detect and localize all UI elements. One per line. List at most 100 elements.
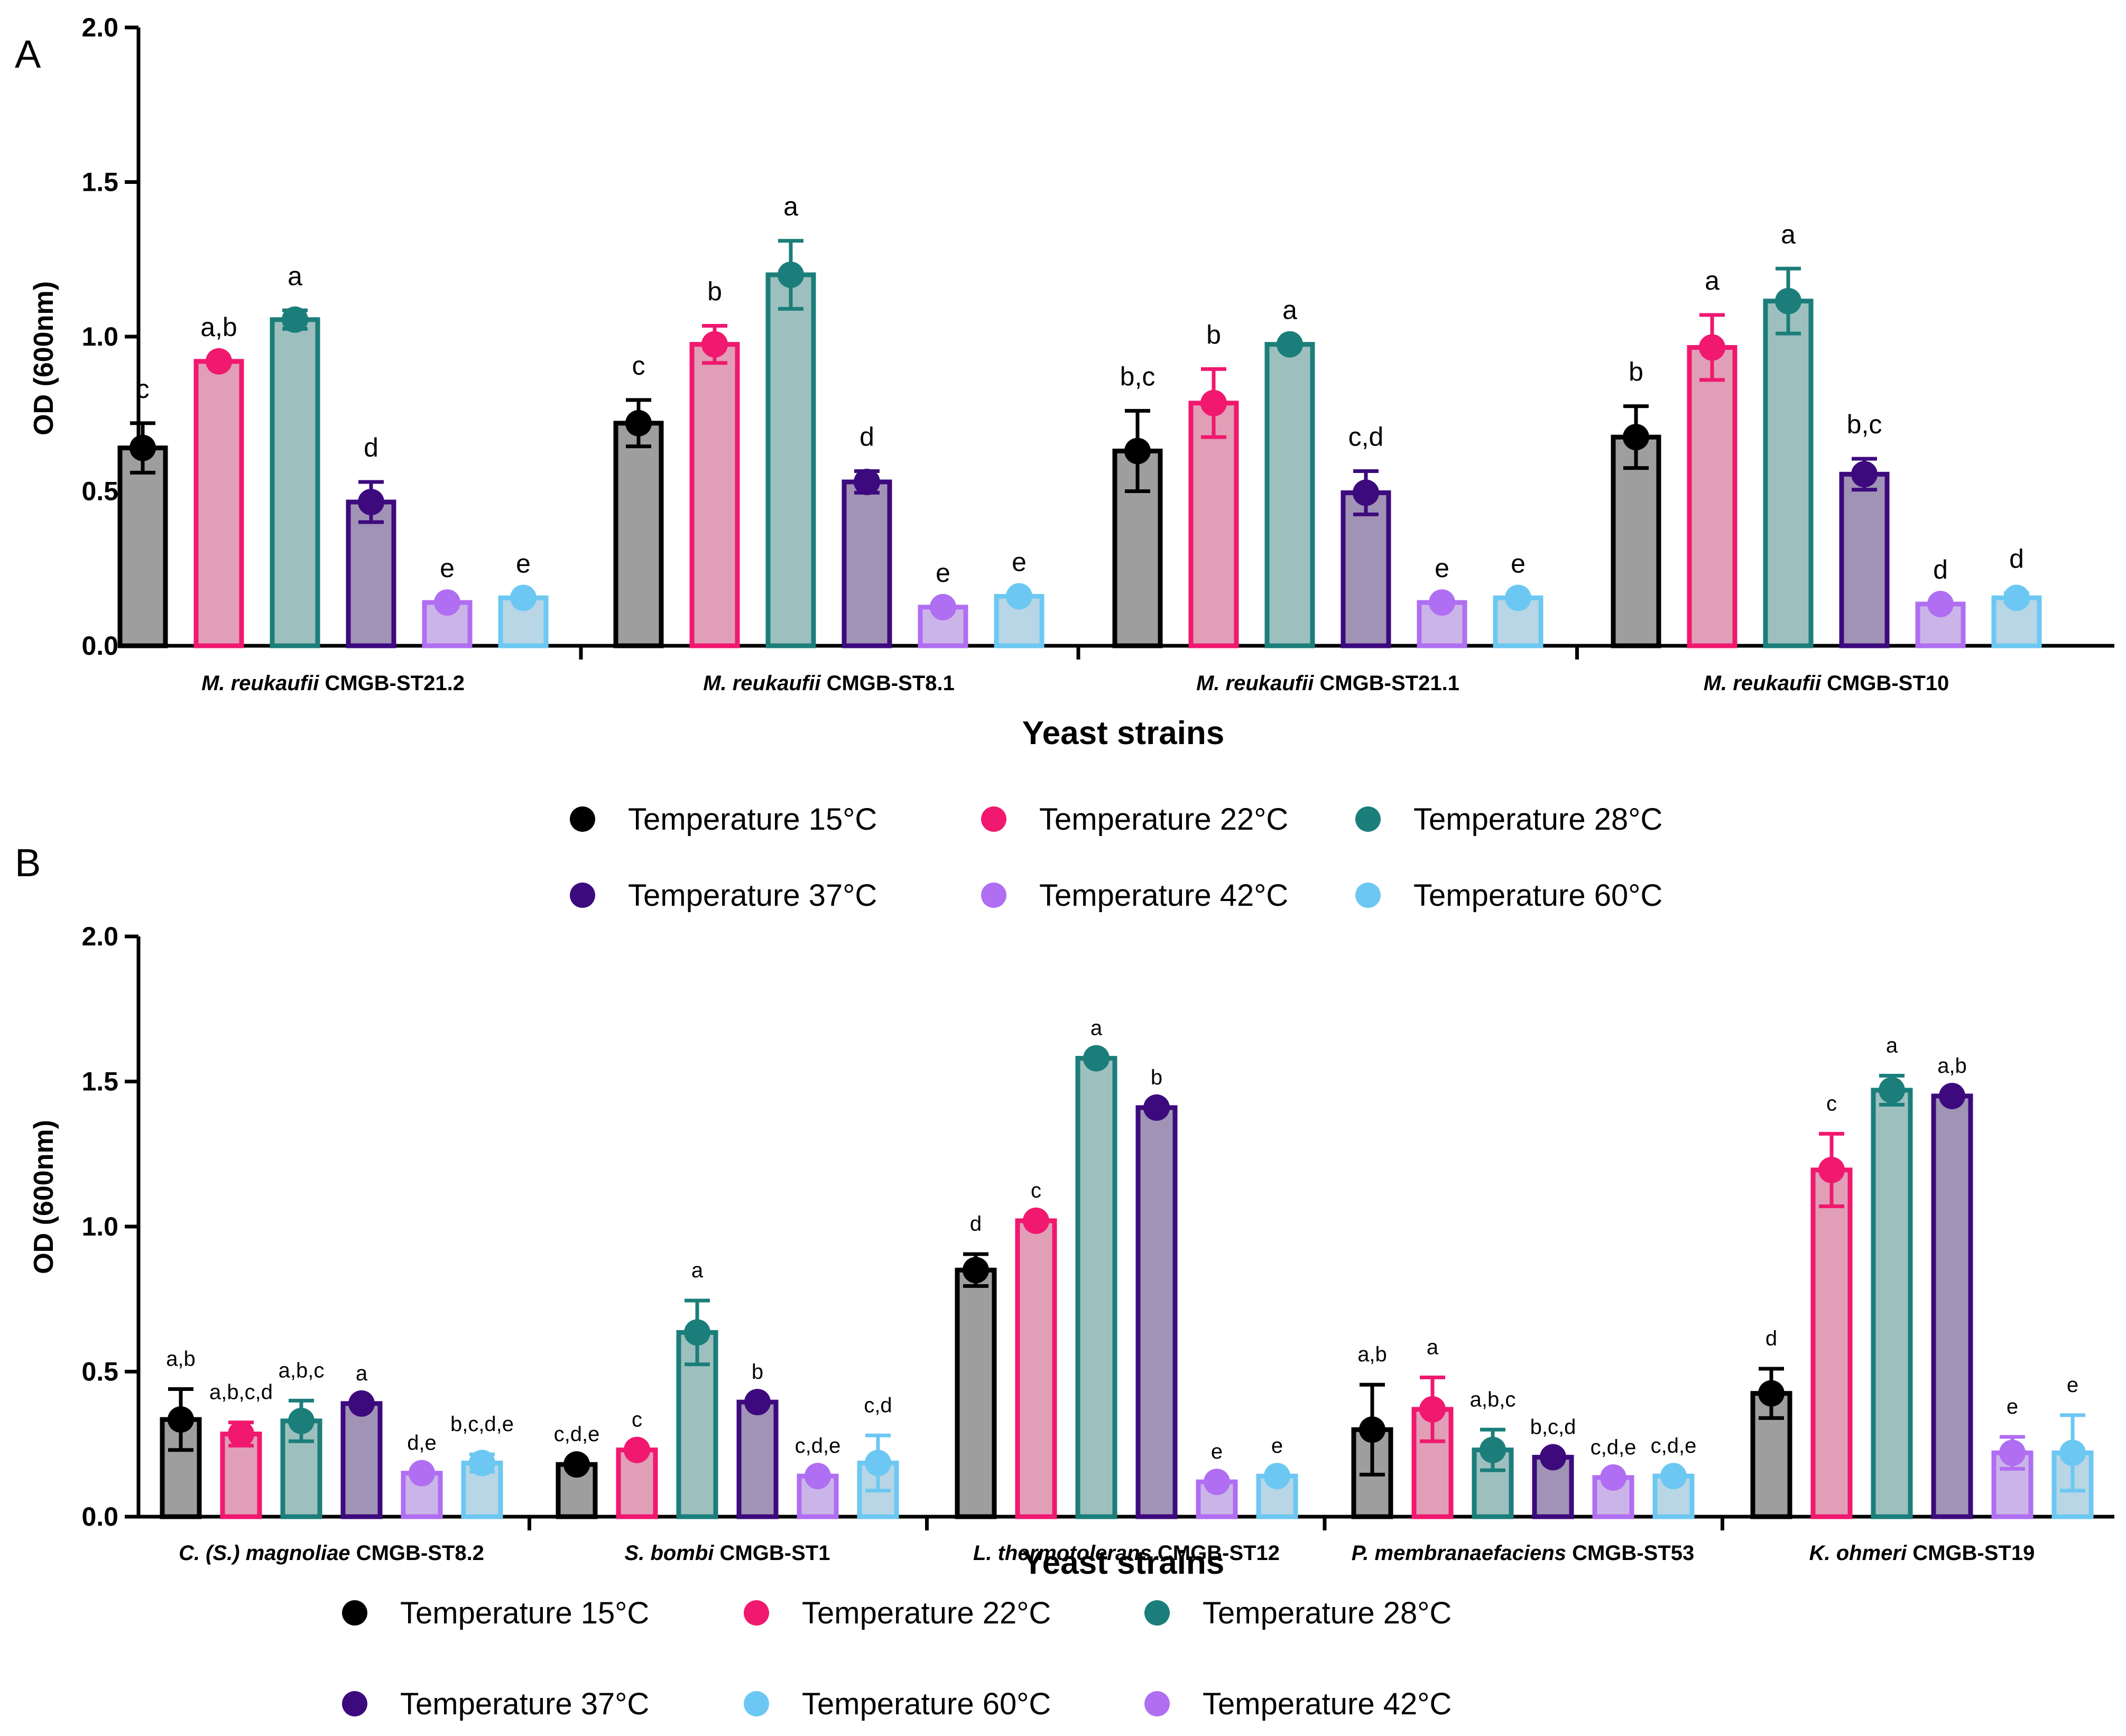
category-species: P. membranaefaciens [1352,1542,1566,1565]
mean-point [1623,424,1649,451]
significance-label: a [1886,1034,1898,1057]
legend-item: Temperature 42°C [1144,1687,1452,1721]
mean-point [2059,1440,2086,1466]
mean-point [805,1463,831,1490]
significance-label: b,c [1847,410,1882,439]
mean-point [1699,334,1725,361]
mean-point [1006,583,1032,610]
significance-label: c,d,e [554,1423,600,1446]
mean-point [168,1406,194,1433]
category-label: M. reukaufii CMGB-ST21.2 [201,672,465,695]
y-tick-label: 0.0 [81,631,118,661]
significance-label: c [1031,1179,1041,1202]
mean-point [206,348,232,375]
legend-item: Temperature 42°C [981,878,1288,913]
mean-point [2003,584,2030,611]
mean-point [1429,589,1455,616]
mean-point [930,593,956,620]
category-strain: CMGB-ST21.2 [319,672,465,695]
mean-point [288,1407,315,1434]
mean-point [282,306,308,333]
mean-point [1851,461,1878,488]
significance-label: b [1206,320,1221,349]
legend-item: Temperature 22°C [744,1596,1051,1630]
bar-group: d c a a,b e e [1750,1034,2094,1519]
bar [1015,1218,1057,1519]
significance-label: c [136,374,150,404]
mean-point [1879,1076,1905,1103]
significance-label: e [1271,1434,1283,1458]
significance-label: a,b,c [279,1359,325,1382]
significance-label: e [1511,549,1526,578]
significance-label: a,b [166,1347,196,1370]
category-label: M. reukaufii CMGB-ST8.1 [703,672,955,695]
legend-item: Temperature 22°C [981,802,1288,837]
mean-point [510,584,537,611]
significance-label: a [691,1259,704,1282]
y-tick-label: 0.5 [81,477,118,506]
category-strain: CMGB-ST8.2 [350,1542,484,1565]
mean-point [1939,1082,1965,1109]
significance-label: d [970,1212,982,1236]
mean-point [865,1450,891,1477]
category-species: K. ohmeri [1809,1542,1907,1565]
legend-label: Temperature 22°C [1039,802,1288,837]
mean-point [228,1421,254,1447]
mean-point [1200,389,1227,416]
significance-label: b [1629,357,1643,387]
bar-group: a,b a,b,c,d a,b,c a d,e b,c,d,e [160,1347,514,1519]
bar [1810,1167,1853,1519]
significance-label: b [707,277,722,307]
panel-label-a: A [15,32,41,76]
bar [1839,471,1890,648]
significance-label: a [1427,1335,1439,1359]
bar [613,421,664,648]
bar [1915,601,1966,648]
bar [1135,1105,1178,1519]
legend-marker [570,883,595,908]
bar [340,1401,383,1519]
panel-a-y-axis-title: OD (600nm) [29,281,59,435]
legend-label: Temperature 15°C [400,1596,649,1630]
mean-point [348,1390,375,1417]
panel-b-plot-area: a,b a,b,c,d a,b,c a d,e b,c,d,e C. (S.) magnol… [160,1017,2094,1565]
significance-label: a [356,1362,368,1385]
legend-marker [570,806,595,832]
significance-label: a [783,192,798,221]
bar [842,479,892,648]
bar-group: d c a b e e [955,1017,1298,1519]
y-tick-label: 1.0 [81,1212,118,1241]
significance-label: c [1826,1092,1837,1115]
category-label: K. ohmeri CMGB-ST19 [1809,1542,2035,1565]
mean-point [1999,1440,2026,1466]
mean-point [1540,1444,1566,1471]
significance-label: a [1090,1017,1103,1040]
significance-label: a,b [200,312,237,342]
legend-marker [1144,1691,1170,1716]
y-tick-label: 0.5 [81,1357,118,1387]
bar [1687,345,1737,648]
panel-b-x-axis-title: Yeast strains [1022,1545,1225,1581]
panel-a-plot-area: c a,b a d e e M. reukaufii CMGB-ST21.2 c b a d e e M.… [117,192,2042,695]
mean-point [684,1319,710,1346]
legend-label: Temperature 37°C [400,1687,649,1721]
mean-point [1660,1463,1687,1490]
bar [689,342,740,648]
significance-label: c,d [864,1394,892,1417]
legend-marker [744,1600,769,1626]
y-tick-label: 1.0 [81,322,118,351]
bar-group: b a a b,c d d [1611,219,2042,648]
legend-item: Temperature 37°C [570,878,877,913]
bar [1264,342,1315,648]
mean-point [1359,1416,1385,1443]
y-tick-label: 1.5 [81,168,118,197]
bar [1188,401,1239,648]
category-species: M. reukaufii [201,672,319,695]
significance-label: b,c [1120,361,1156,391]
significance-label: e [1211,1440,1223,1463]
legend-marker [981,883,1006,908]
bar [160,1417,202,1519]
y-tick-label: 2.0 [81,922,118,951]
category-species: M. reukaufii [1196,672,1314,695]
